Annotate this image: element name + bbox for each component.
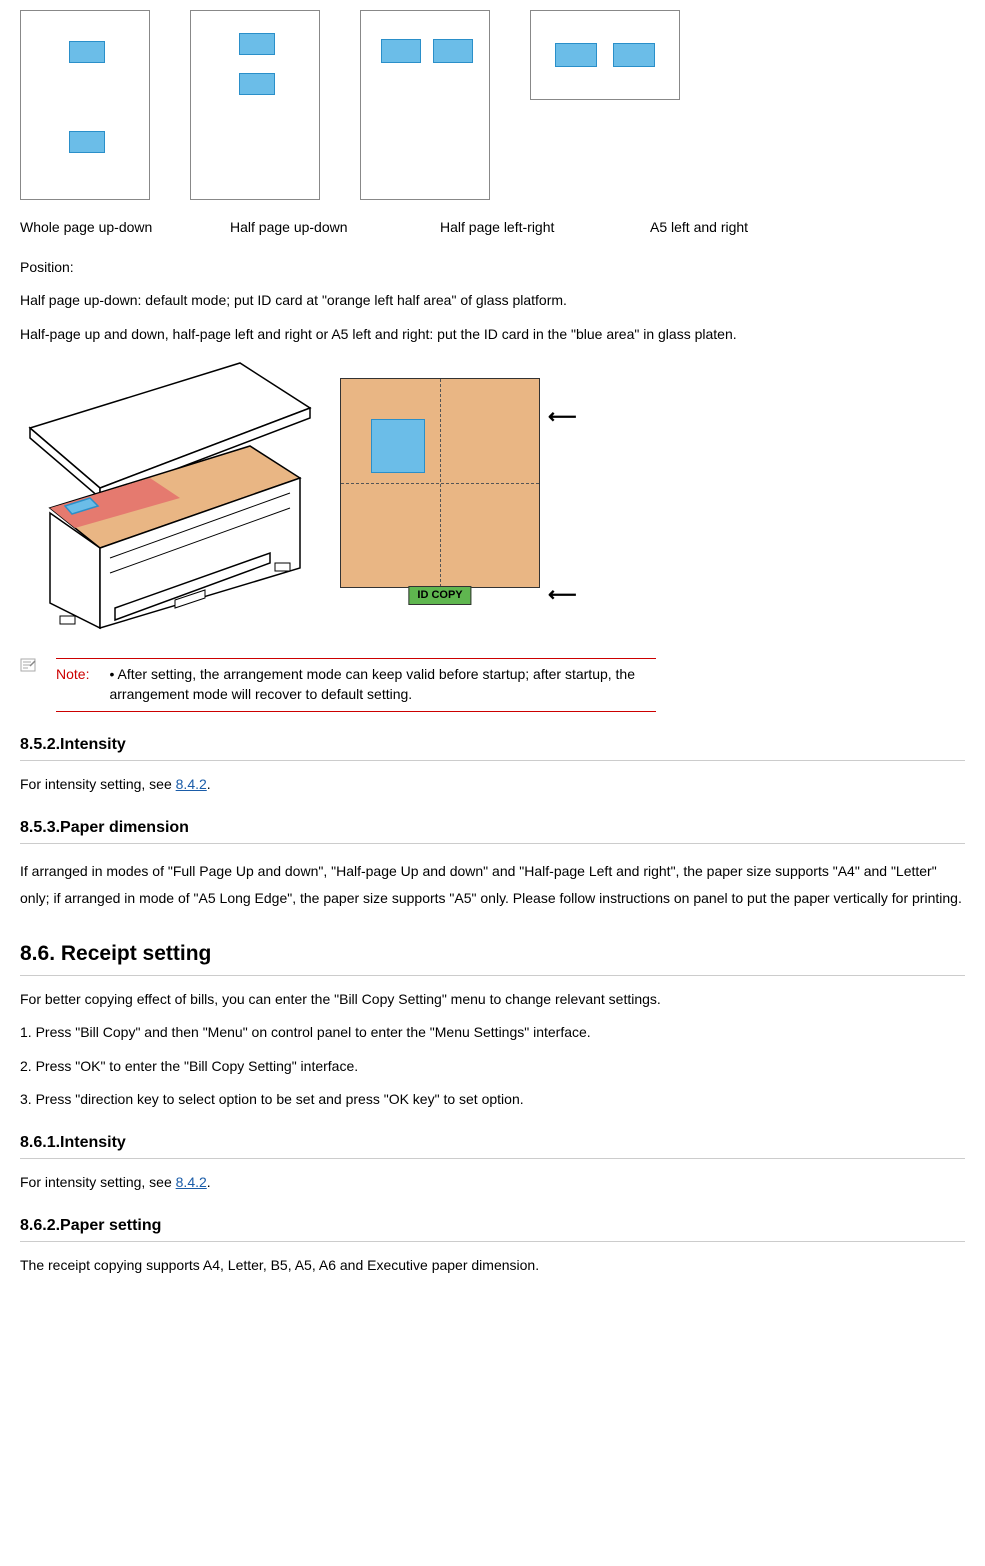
paper-dimension-text: If arranged in modes of "Full Page Up an…	[20, 858, 965, 911]
arrangement-label: Half page left-right	[440, 218, 610, 238]
platen-diagram: ID COPY	[340, 378, 540, 588]
arrangement-labels: Whole page up-down Half page up-down Half …	[20, 218, 965, 238]
id-copy-badge: ID COPY	[408, 586, 471, 605]
id-card-chip	[239, 33, 275, 55]
note-block: Note: • After setting, the arrangement m…	[20, 658, 965, 711]
text: For intensity setting, see	[20, 1174, 176, 1190]
paper-setting-text: The receipt copying supports A4, Letter,…	[20, 1256, 965, 1276]
intensity-text-861: For intensity setting, see 8.4.2.	[20, 1173, 965, 1193]
text: For intensity setting, see	[20, 776, 176, 792]
arrangement-row	[20, 10, 965, 208]
id-card-chip	[555, 43, 597, 67]
receipt-step-3: 3. Press "direction key to select option…	[20, 1090, 965, 1110]
printer-illustration	[20, 358, 320, 638]
heading-8-6-2: 8.6.2.Paper setting	[20, 1215, 965, 1237]
position-p1: Half page up-down: default mode; put ID …	[20, 291, 965, 311]
arrow-indicators: ⟵ ⟵	[548, 378, 577, 588]
arrow-left-icon: ⟵	[548, 581, 577, 609]
id-card-chip	[69, 131, 105, 153]
position-p2: Half-page up and down, half-page left an…	[20, 325, 965, 345]
divider	[20, 1158, 965, 1159]
heading-8-5-2: 8.5.2.Intensity	[20, 734, 965, 756]
id-card-chip	[381, 39, 421, 63]
intensity-text-852: For intensity setting, see 8.4.2.	[20, 775, 965, 795]
arrangement-item	[190, 10, 320, 208]
note-icon	[20, 658, 36, 672]
arrangement-box	[20, 10, 150, 200]
divider	[20, 975, 965, 976]
printer-platen-diagram: ID COPY ⟵ ⟵	[20, 358, 965, 638]
divider	[20, 1241, 965, 1242]
receipt-intro: For better copying effect of bills, you …	[20, 990, 965, 1010]
heading-8-6: 8.6. Receipt setting	[20, 939, 965, 968]
arrangement-box	[190, 10, 320, 200]
arrangement-box	[530, 10, 680, 100]
id-card-chip	[69, 41, 105, 63]
arrangement-label: Whole page up-down	[20, 218, 190, 238]
arrangement-label: Half page up-down	[230, 218, 400, 238]
arrangement-box	[360, 10, 490, 200]
position-heading: Position:	[20, 258, 965, 278]
link-8-4-2[interactable]: 8.4.2	[176, 1174, 207, 1190]
arrangement-item	[530, 10, 680, 208]
link-8-4-2[interactable]: 8.4.2	[176, 776, 207, 792]
arrangement-item	[20, 10, 150, 208]
heading-8-6-1: 8.6.1.Intensity	[20, 1132, 965, 1154]
divider	[20, 843, 965, 844]
id-card-chip	[239, 73, 275, 95]
receipt-step-1: 1. Press "Bill Copy" and then "Menu" on …	[20, 1023, 965, 1043]
arrangement-item	[360, 10, 490, 208]
receipt-step-2: 2. Press "OK" to enter the "Bill Copy Se…	[20, 1057, 965, 1077]
divider	[20, 760, 965, 761]
id-card-chip	[613, 43, 655, 67]
note-label: Note:	[56, 665, 89, 704]
arrow-left-icon: ⟵	[548, 403, 577, 431]
text: .	[207, 776, 211, 792]
arrangement-label: A5 left and right	[650, 218, 820, 238]
id-card-chip	[433, 39, 473, 63]
heading-8-5-3: 8.5.3.Paper dimension	[20, 817, 965, 839]
note-text: • After setting, the arrangement mode ca…	[109, 665, 656, 704]
text: .	[207, 1174, 211, 1190]
